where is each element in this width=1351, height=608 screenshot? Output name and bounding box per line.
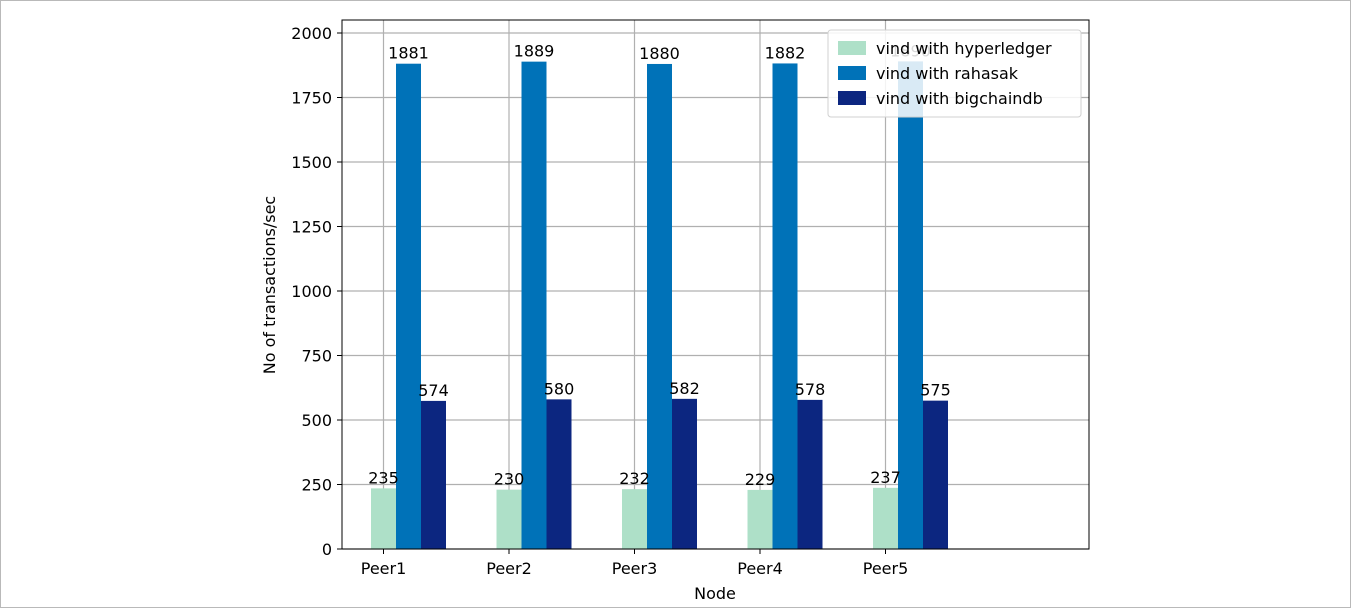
bar-value-label: 232 [619,469,650,488]
bar [923,400,948,549]
bar-value-label: 578 [795,380,826,399]
bar-value-label: 229 [745,470,776,489]
bar [772,63,798,549]
bar-value-label: 230 [494,470,525,489]
x-axis-ticks: Peer1 Peer2 Peer3 Peer4 Peer5 [361,549,909,578]
y-tick-label: 1250 [291,218,332,237]
bar-value-label: 575 [920,381,951,400]
legend-box [827,29,1082,118]
y-tick-label: 250 [301,476,332,495]
bar [672,398,697,549]
x-axis-title: Node [694,584,736,603]
x-tick-label: Peer3 [612,559,658,578]
y-tick-label: 0 [322,540,332,559]
bar [421,400,446,549]
bar [546,399,572,549]
bar [898,61,923,549]
x-tick-label: Peer4 [737,559,783,578]
y-axis-ticks: 0 250 500 750 1000 1250 1500 1750 2000 [291,24,342,559]
bar [873,487,898,549]
grid-lines [342,20,1089,550]
bar-value-label: 1880 [639,44,680,63]
y-tick-label: 1500 [291,153,332,172]
legend: vind with hyperledger vind with rahasak vi… [827,29,1082,118]
bar-value-label: 1882 [765,43,806,62]
y-tick-label: 500 [301,411,332,430]
bar [496,489,522,549]
legend-label: vind with bigchaindb [876,89,1043,108]
bar-value-label: 574 [418,381,449,400]
legend-swatch [838,66,866,80]
y-tick-label: 1000 [291,282,332,301]
bar-value-label: 1889 [514,42,555,61]
bar-value-label: 1881 [388,44,429,63]
bar-value-label: 580 [544,379,575,398]
bar [647,63,672,550]
legend-swatch [838,41,866,55]
x-tick-label: Peer1 [361,559,407,578]
bar [747,489,773,549]
plot-border [341,19,1090,550]
legend-swatch [838,91,866,105]
bars [371,61,948,550]
data-labels: 2352302322292371881188918801882189057458… [368,41,951,489]
bar [622,489,647,549]
bar [521,61,547,549]
bar-value-label: 235 [368,468,399,487]
legend-label: vind with rahasak [876,64,1019,83]
bar-value-label: 582 [669,379,700,398]
bar [371,488,396,549]
x-tick-label: Peer5 [863,559,909,578]
y-axis-title: No of transactions/sec [260,196,279,374]
bar [396,63,421,550]
y-tick-label: 750 [301,347,332,366]
bar [797,399,823,549]
y-tick-label: 2000 [291,24,332,43]
y-tick-label: 1750 [291,89,332,108]
bar-value-label: 237 [870,468,901,487]
x-tick-label: Peer2 [486,559,532,578]
legend-label: vind with hyperledger [876,39,1052,58]
